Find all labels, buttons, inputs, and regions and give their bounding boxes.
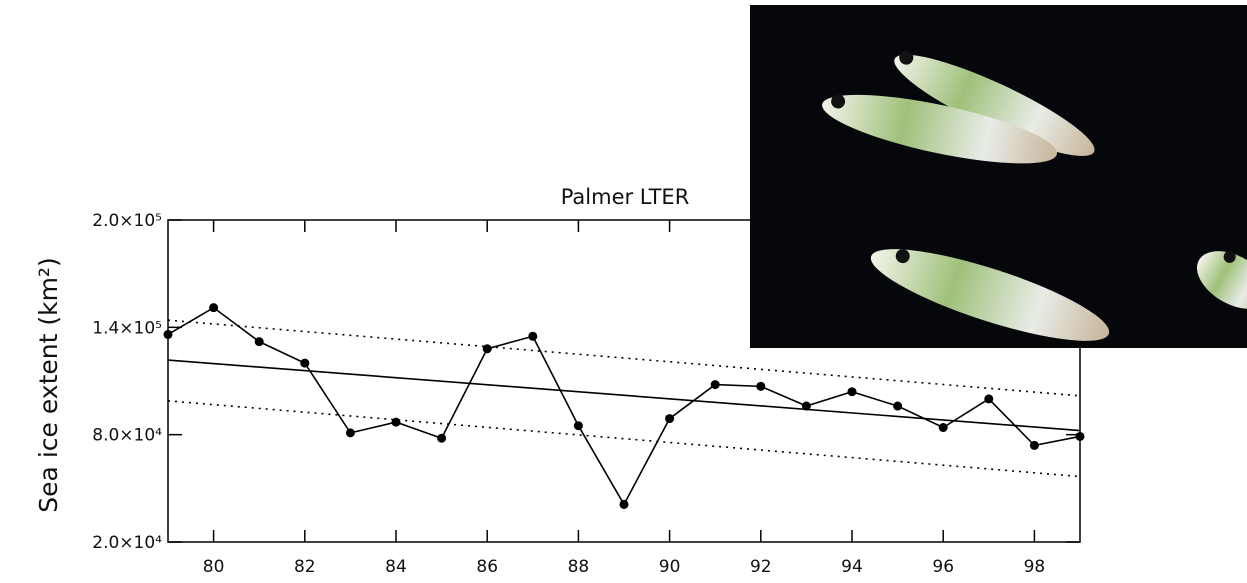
trend-line (168, 360, 1080, 430)
data-point (255, 337, 264, 346)
y-tick-label: 1.4×10⁵ (92, 318, 162, 338)
lower-bound (168, 401, 1080, 477)
y-tick-label: 2.0×10⁵ (92, 211, 162, 231)
y-axis-label: Sea ice extent (km²) (34, 257, 63, 512)
x-tick-label: 88 (568, 557, 590, 577)
data-point (392, 418, 401, 427)
data-point (300, 359, 309, 368)
data-point (209, 303, 218, 312)
data-point (984, 394, 993, 403)
data-point (483, 344, 492, 353)
x-tick-label: 90 (659, 557, 681, 577)
x-tick-label: 96 (932, 557, 954, 577)
krill-photo (750, 5, 1247, 358)
data-point (893, 402, 902, 411)
chart: Palmer LTER Sea ice extent (km²) 2.0×10⁴… (0, 0, 1247, 579)
data-point (574, 421, 583, 430)
data-point (1076, 432, 1085, 441)
data-point (939, 423, 948, 432)
chart-title: Palmer LTER (561, 185, 690, 209)
data-point (164, 330, 173, 339)
x-tick-label: 92 (750, 557, 772, 577)
data-point (437, 434, 446, 443)
x-tick-label: 98 (1024, 557, 1046, 577)
data-point (1030, 441, 1039, 450)
data-point (802, 402, 811, 411)
y-tick-label: 8.0×10⁴ (92, 426, 162, 446)
y-tick-label: 2.0×10⁴ (92, 533, 162, 553)
x-tick-label: 94 (841, 557, 863, 577)
x-tick-label: 86 (476, 557, 498, 577)
data-point (346, 428, 355, 437)
x-tick-label: 82 (294, 557, 316, 577)
data-point (711, 380, 720, 389)
x-tick-label: 80 (203, 557, 225, 577)
data-point (620, 500, 629, 509)
data-point (848, 387, 857, 396)
data-point (528, 332, 537, 341)
data-point (756, 382, 765, 391)
data-point (665, 414, 674, 423)
x-tick-label: 84 (385, 557, 407, 577)
